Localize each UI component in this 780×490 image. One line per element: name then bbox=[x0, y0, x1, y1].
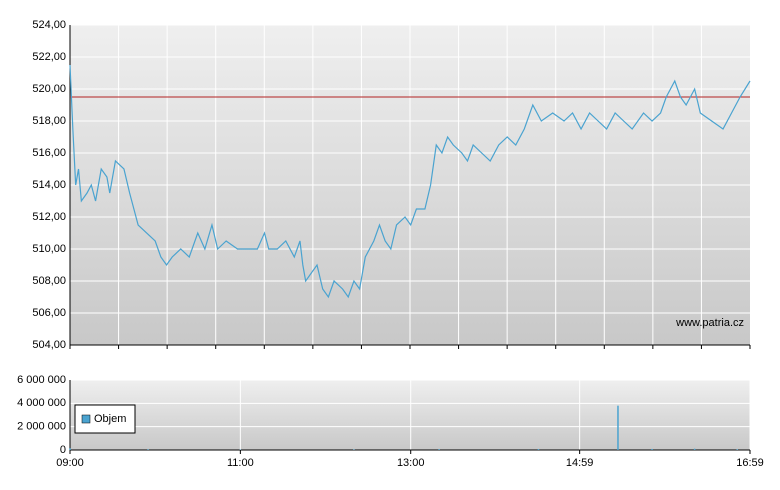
legend-swatch bbox=[81, 414, 91, 424]
volume-bar bbox=[537, 449, 540, 450]
y-tick-label: 506,00 bbox=[32, 307, 66, 319]
volume-bar bbox=[736, 449, 738, 450]
y-tick-label: 4 000 000 bbox=[17, 397, 66, 409]
x-tick-label: 13:00 bbox=[397, 457, 425, 469]
volume-bar bbox=[69, 448, 71, 450]
y-tick-label: 518,00 bbox=[32, 115, 66, 127]
y-tick-label: 2 000 000 bbox=[17, 421, 66, 433]
legend-label: Objem bbox=[94, 413, 126, 425]
y-tick-label: 514,00 bbox=[32, 179, 66, 191]
volume-bar bbox=[651, 448, 653, 450]
plot-area bbox=[70, 380, 750, 450]
y-tick-label: 0 bbox=[60, 444, 66, 456]
volume-bar bbox=[438, 449, 440, 450]
watermark: www.patria.cz bbox=[675, 317, 744, 329]
volume-bar bbox=[693, 448, 696, 450]
y-tick-label: 504,00 bbox=[32, 339, 66, 351]
y-tick-label: 522,00 bbox=[32, 51, 66, 63]
y-tick-label: 516,00 bbox=[32, 147, 66, 159]
volume-bar bbox=[353, 449, 355, 450]
y-tick-label: 512,00 bbox=[32, 211, 66, 223]
y-tick-label: 510,00 bbox=[32, 243, 66, 255]
price-line bbox=[69, 64, 751, 299]
y-tick-label: 6 000 000 bbox=[17, 374, 66, 386]
x-tick-label: 16:59 bbox=[736, 457, 764, 469]
y-tick-label: 524,00 bbox=[32, 19, 66, 31]
volume-bar bbox=[617, 405, 619, 450]
x-tick-label: 11:00 bbox=[227, 457, 254, 469]
y-tick-label: 520,00 bbox=[32, 83, 66, 95]
x-tick-label: 09:00 bbox=[56, 457, 84, 469]
y-tick-label: 508,00 bbox=[32, 275, 66, 287]
x-tick-label: 14:59 bbox=[566, 457, 594, 469]
volume-bar bbox=[147, 449, 149, 450]
